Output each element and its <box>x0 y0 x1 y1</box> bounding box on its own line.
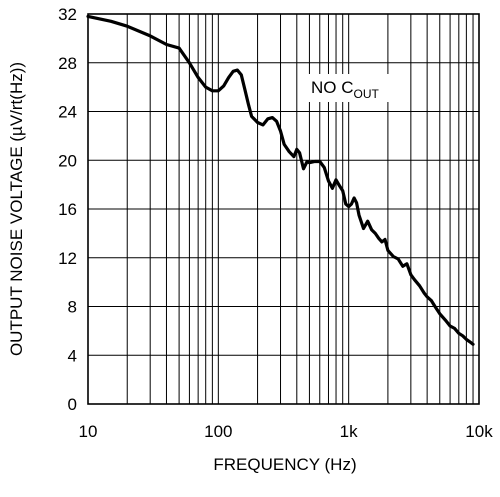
y-tick-labels: 0 4 8 12 16 20 24 28 32 <box>58 5 77 414</box>
plot-frame <box>87 13 480 405</box>
x-tick-label: 10 <box>79 422 98 441</box>
y-tick-label: 32 <box>58 5 77 24</box>
x-tick-label: 1k <box>340 422 358 441</box>
x-tick-labels: 10 100 1k 10k <box>79 422 494 441</box>
annotation-no-cout: NO COUT <box>311 78 380 101</box>
y-tick-label: 28 <box>58 54 77 73</box>
x-axis-title: FREQUENCY (Hz) <box>213 455 356 474</box>
y-tick-label: 0 <box>68 395 77 414</box>
noise-curve <box>86 14 475 346</box>
plot-border <box>87 13 480 405</box>
grid <box>88 14 479 404</box>
y-axis-title: OUTPUT NOISE VOLTAGE (µV/rt(Hz)) <box>7 62 26 356</box>
y-tick-label: 24 <box>58 103 77 122</box>
annotation-background <box>306 74 406 102</box>
annotation-subscript: OUT <box>354 87 380 101</box>
y-tick-label: 16 <box>58 200 77 219</box>
y-tick-label: 12 <box>58 249 77 268</box>
y-tick-label: 8 <box>68 298 77 317</box>
x-tick-label: 10k <box>465 422 493 441</box>
x-tick-label: 100 <box>204 422 232 441</box>
y-tick-label: 20 <box>58 151 77 170</box>
y-tick-label: 4 <box>68 346 77 365</box>
